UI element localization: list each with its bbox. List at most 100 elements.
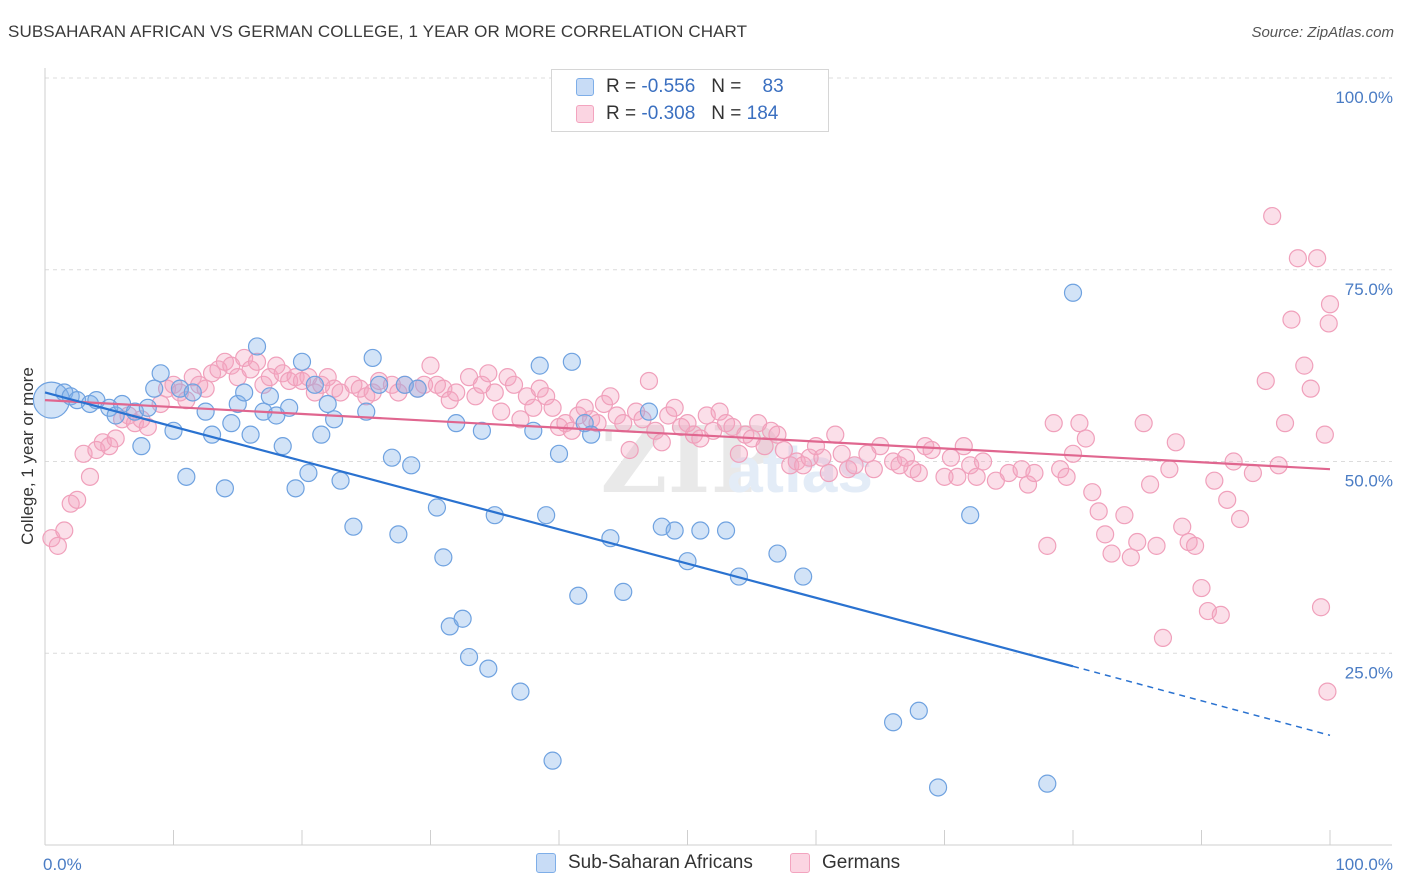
- germans-point: [1192, 578, 1211, 598]
- germans-point: [1089, 502, 1108, 521]
- subsaharan-point: [382, 448, 402, 467]
- germans-point: [1218, 490, 1237, 509]
- subsaharan-point: [928, 778, 948, 797]
- germans-point: [646, 421, 665, 440]
- germans-point: [1160, 460, 1179, 479]
- subsaharan-point: [312, 425, 331, 444]
- subsaharan-point: [318, 394, 337, 414]
- germans-point: [1288, 249, 1307, 268]
- germans-point: [1115, 506, 1134, 525]
- zipatlas-watermark: ZIP atlas: [600, 406, 873, 514]
- subsaharan-point: [196, 402, 215, 421]
- subsaharan-point: [363, 348, 382, 368]
- r-value: -0.556: [641, 76, 696, 97]
- subsaharan-point: [434, 548, 453, 567]
- subsaharan-point: [389, 525, 408, 544]
- germans-point: [504, 375, 524, 394]
- germans-point: [1128, 532, 1147, 552]
- germans-point: [896, 448, 916, 467]
- germans-point: [845, 456, 864, 475]
- legend-row-subsaharan: R = -0.556 N = 83: [576, 75, 784, 99]
- germans-point: [1211, 605, 1230, 625]
- y-tick-label: 100.0%: [1335, 88, 1393, 107]
- subsaharan-point: [543, 751, 562, 770]
- germans-point: [479, 364, 498, 383]
- germans-point: [864, 460, 883, 479]
- germans-point: [1044, 414, 1063, 433]
- germans-point: [1263, 206, 1282, 226]
- legend-row-germans: R = -0.308 N = 184: [576, 102, 778, 126]
- germans-point: [106, 429, 125, 448]
- subsaharan-point: [537, 506, 556, 525]
- germans-point: [1315, 425, 1334, 444]
- germans-point: [1140, 475, 1160, 494]
- germans-point: [1102, 544, 1121, 563]
- subsaharan-point: [273, 437, 292, 456]
- subsaharan-point: [145, 379, 164, 398]
- germans-point: [1275, 414, 1295, 433]
- germans-point: [710, 402, 729, 421]
- subsaharan-point: [479, 659, 498, 678]
- legend-swatch-pink: [576, 105, 594, 123]
- subsaharan-point: [909, 701, 928, 720]
- legend-item-germans[interactable]: Germans: [790, 852, 900, 874]
- subsaharan-trendline: [44, 391, 1074, 668]
- legend-item-subsaharan[interactable]: Sub-Saharan Africans: [536, 852, 753, 874]
- y-axis-label: College, 1 year or more: [18, 367, 37, 545]
- n-value: 184: [746, 103, 779, 124]
- subsaharan-point: [575, 414, 594, 433]
- legend-swatch-pink: [790, 853, 810, 873]
- n-value: 83: [762, 76, 784, 97]
- germans-point: [1320, 295, 1340, 314]
- germans-point: [138, 417, 157, 437]
- germans-point: [678, 414, 697, 433]
- germans-point: [1057, 467, 1076, 486]
- subsaharan-point: [183, 383, 202, 402]
- germans-point: [1319, 314, 1338, 333]
- germans-point: [620, 440, 639, 460]
- germans-point: [1018, 475, 1038, 494]
- subsaharan-point: [1038, 774, 1057, 793]
- subsaharan-trendline-extension: [1072, 665, 1331, 737]
- subsaharan-point: [177, 467, 196, 486]
- germans-point: [1076, 429, 1095, 448]
- source-label: Source: ZipAtlas.com: [1251, 24, 1394, 41]
- subsaharan-point: [260, 387, 279, 406]
- subsaharan-point: [562, 352, 581, 371]
- subsaharan-point: [549, 444, 569, 463]
- germans-point: [1311, 598, 1331, 617]
- subsaharan-point: [331, 471, 350, 490]
- subsaharan-point: [151, 364, 170, 383]
- subsaharan-point: [530, 356, 549, 375]
- germans-point: [48, 536, 67, 555]
- germans-point: [1224, 452, 1243, 471]
- subsaharan-point: [716, 521, 736, 540]
- germans-point: [1121, 548, 1140, 567]
- germans-point: [1173, 517, 1192, 536]
- subsaharan-point: [408, 379, 427, 398]
- germans-point: [421, 356, 440, 375]
- germans-point: [1256, 371, 1275, 391]
- legend-swatch-blue: [576, 78, 594, 96]
- subsaharan-point: [132, 437, 151, 456]
- subsaharan-point: [511, 682, 530, 701]
- germans-point: [1185, 536, 1205, 555]
- germans-point: [492, 402, 511, 421]
- germans-point: [1147, 536, 1166, 555]
- subsaharan-point: [215, 479, 234, 498]
- germans-point: [935, 467, 954, 486]
- subsaharan-point: [370, 375, 389, 394]
- r-label: R =: [606, 76, 637, 97]
- germans-point: [1230, 509, 1250, 529]
- germans-point: [948, 467, 967, 486]
- germans-point: [247, 352, 267, 371]
- y-tick-label: 25.0%: [1345, 663, 1393, 682]
- subsaharan-point: [402, 456, 421, 475]
- germans-point: [1153, 628, 1173, 648]
- germans-point: [800, 448, 819, 467]
- n-label: N =: [711, 76, 742, 97]
- stats-legend: R = -0.556 N = 83 R = -0.308 N = 184: [551, 69, 829, 132]
- subsaharan-point: [241, 425, 260, 444]
- germans-point: [813, 448, 832, 467]
- germans-point: [1096, 525, 1115, 544]
